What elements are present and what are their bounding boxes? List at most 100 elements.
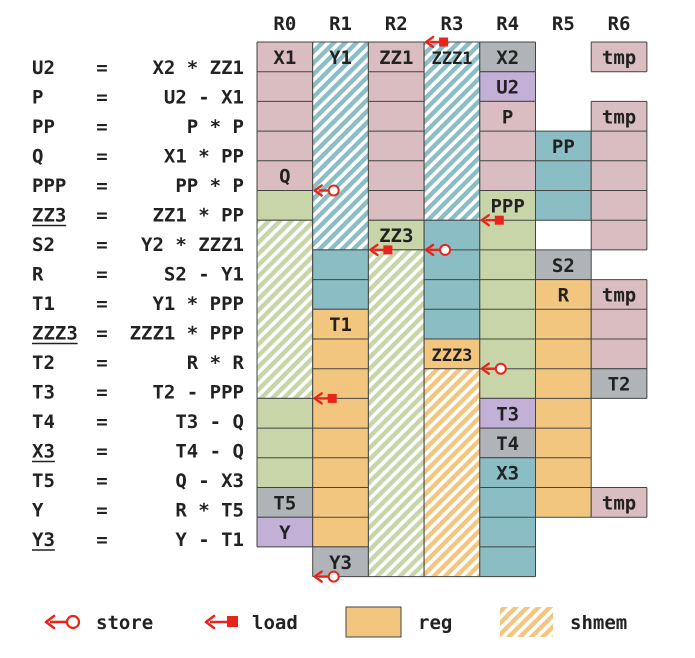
- value-label-t2: T2: [608, 374, 631, 396]
- value-label-tmp: tmp: [602, 284, 636, 306]
- equation-lhs: T5: [32, 470, 55, 492]
- equation-lhs: P: [32, 87, 43, 109]
- legend-reg-swatch: [345, 606, 402, 638]
- equation-row: T2 = R * R: [32, 352, 245, 374]
- equation-row: U2 = X2 * ZZ1: [32, 57, 244, 79]
- load-arrow: [480, 214, 504, 227]
- register-block-gray: [479, 42, 536, 72]
- value-label-tmp: tmp: [602, 47, 636, 69]
- value-label-tmp: tmp: [602, 106, 636, 128]
- store-arrow: [424, 243, 452, 257]
- value-label-zz3: ZZ3: [379, 225, 413, 247]
- register-block-purple: [479, 398, 536, 429]
- register-block-green-shmem: [257, 220, 313, 399]
- value-label-s2: S2: [552, 255, 575, 277]
- equation-lhs: Q: [32, 146, 43, 168]
- equation-rhs: R * R: [187, 352, 245, 374]
- value-label-u2: U2: [496, 77, 519, 99]
- equation-rhs: Y - T1: [175, 529, 244, 551]
- equation-operator: =: [96, 529, 107, 551]
- value-label-x3: X3: [496, 463, 519, 485]
- equation-lhs: X3: [32, 441, 55, 463]
- value-label-q: Q: [279, 166, 290, 188]
- equation-operator: =: [96, 293, 107, 315]
- equation-lhs: S2: [32, 234, 55, 256]
- equation-operator: =: [96, 57, 107, 79]
- value-label-y1: Y1: [329, 47, 352, 69]
- load-arrow-square: [383, 245, 393, 255]
- value-label-t4: T4: [496, 433, 519, 455]
- equation-rhs: ZZZ1 * PPP: [130, 323, 244, 345]
- store-arrow: [313, 184, 340, 197]
- store-arrow: [313, 570, 340, 583]
- value-label-r: R: [558, 284, 570, 306]
- equation-operator: =: [96, 352, 107, 374]
- equation-lhs: ZZZ3: [32, 323, 78, 345]
- legend-reg: reg: [345, 606, 452, 638]
- equation-rhs: X2 * ZZ1: [152, 57, 244, 79]
- value-label-t1: T1: [329, 314, 352, 336]
- equation-lhs: T2: [32, 352, 55, 374]
- equation-operator: =: [96, 205, 107, 227]
- equation-lhs: ZZ3: [32, 205, 66, 227]
- load-arrow-head: [369, 243, 379, 257]
- store-arrow-head: [480, 362, 490, 375]
- equation-operator: =: [96, 323, 107, 345]
- equation-operator: =: [96, 500, 107, 522]
- legend-load-head: [204, 614, 216, 630]
- equation-rhs: S2 - Y1: [164, 264, 244, 286]
- value-label-x2: X2: [496, 47, 519, 69]
- value-label-zzz1: ZZZ1: [431, 49, 472, 69]
- register-block-gray: [257, 487, 313, 518]
- legend: store load reg shmem: [44, 606, 627, 638]
- register-block-green: [257, 190, 313, 221]
- register-header-r6: R6: [608, 13, 631, 35]
- value-label-y3: Y3: [329, 552, 352, 574]
- store-load-arrows: [313, 35, 507, 583]
- load-arrow-head: [424, 35, 435, 49]
- equation-rhs: Y2 * ZZZ1: [141, 234, 244, 256]
- equation-lhs: T1: [32, 293, 55, 315]
- load-arrow: [313, 392, 337, 405]
- register-block-gray: [591, 368, 647, 399]
- load-arrow-square: [494, 215, 504, 225]
- equation-lhs: PPP: [32, 175, 66, 197]
- equation-row: S2 = Y2 * ZZZ1: [32, 234, 244, 256]
- register-block-pink: [591, 279, 647, 369]
- equation-rhs: X1 * PP: [164, 146, 244, 168]
- equation-row: PPP = PP * P: [32, 175, 244, 197]
- register-block-purple: [479, 71, 536, 102]
- value-label-zz1: ZZ1: [379, 47, 413, 69]
- equation-operator: =: [96, 175, 107, 197]
- equation-row: P = U2 - X1: [32, 87, 244, 109]
- equation-operator: =: [96, 411, 107, 433]
- load-arrow: [369, 243, 393, 257]
- equation-row: ZZZ3 = ZZZ1 * PPP: [32, 323, 244, 345]
- store-arrow-circle: [327, 570, 340, 583]
- register-block-pink: [479, 101, 536, 191]
- equation-rhs: T2 - PPP: [152, 382, 244, 404]
- register-block-orange: [424, 339, 480, 369]
- register-block-green-shmem: [368, 249, 425, 577]
- value-label-tmp: tmp: [602, 492, 636, 514]
- register-block-gray: [535, 249, 592, 280]
- register-block-gray: [479, 428, 536, 458]
- legend-load: load: [204, 612, 298, 634]
- legend-shmem-label: shmem: [570, 612, 627, 634]
- equation-operator: =: [96, 382, 107, 404]
- legend-store-circle: [65, 614, 81, 630]
- value-label-pp: PP: [552, 136, 575, 158]
- store-arrow: [480, 362, 507, 375]
- store-arrow-head: [424, 243, 435, 257]
- store-arrow-circle: [439, 243, 452, 256]
- register-block-pink: [257, 42, 313, 191]
- equation-lhs: T4: [32, 411, 55, 433]
- register-block-blue-shmem: [424, 42, 480, 221]
- register-header-r0: R0: [273, 13, 296, 35]
- register-block-pink: [591, 487, 647, 518]
- equation-row: Q = X1 * PP: [32, 146, 244, 168]
- store-arrow-head: [313, 184, 323, 197]
- register-block-purple: [257, 517, 313, 547]
- load-arrow-head: [480, 214, 490, 227]
